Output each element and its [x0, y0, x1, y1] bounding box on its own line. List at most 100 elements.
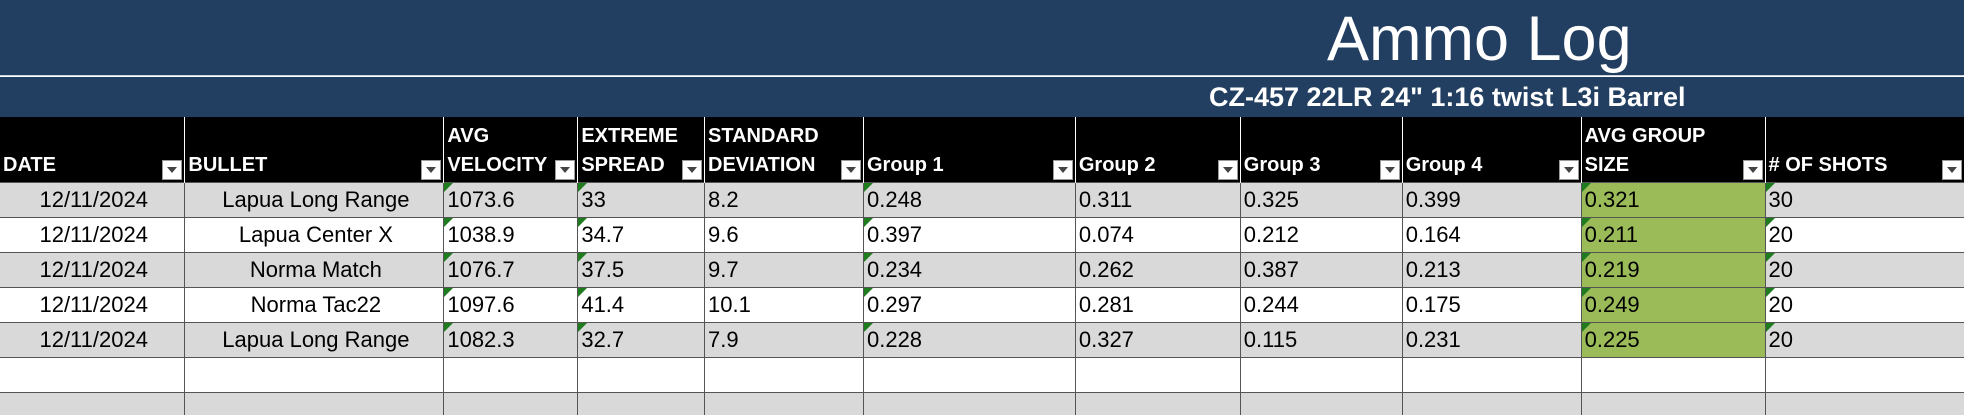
- empty-cell[interactable]: [1074, 357, 1241, 393]
- empty-cell[interactable]: [704, 357, 864, 393]
- cell-group-3[interactable]: 0.244: [1239, 287, 1403, 323]
- sheet-title[interactable]: Ammo Log: [1327, 4, 1632, 74]
- cell-group-3[interactable]: 0.387: [1239, 252, 1403, 288]
- cell-avg-group-size[interactable]: 0.211: [1580, 217, 1766, 253]
- cell-standard-deviation[interactable]: 7.9: [704, 322, 864, 358]
- empty-cell[interactable]: [184, 392, 444, 415]
- cell-date[interactable]: 12/11/2024: [0, 217, 185, 253]
- cell-number-of-shots[interactable]: 20: [1764, 252, 1964, 288]
- col-header-number-of-shots[interactable]: # OF SHOTS: [1764, 117, 1964, 182]
- col-header-date[interactable]: DATE: [0, 117, 185, 182]
- empty-cell[interactable]: [577, 392, 705, 415]
- filter-dropdown-icon[interactable]: [1558, 159, 1579, 180]
- cell-group-1[interactable]: 0.297: [862, 287, 1076, 323]
- cell-bullet[interactable]: Lapua Center X: [184, 217, 444, 253]
- col-header-standard-deviation[interactable]: STANDARD DEVIATION: [704, 117, 864, 182]
- cell-bullet[interactable]: Norma Match: [184, 252, 444, 288]
- cell-group-2[interactable]: 0.281: [1074, 287, 1241, 323]
- cell-extreme-spread[interactable]: 33: [577, 181, 705, 218]
- cell-avg-group-size[interactable]: 0.225: [1580, 322, 1766, 358]
- col-header-bullet[interactable]: BULLET: [184, 117, 444, 182]
- cell-avg-group-size[interactable]: 0.321: [1580, 181, 1766, 218]
- empty-cell[interactable]: [1239, 392, 1403, 415]
- cell-group-1[interactable]: 0.228: [862, 322, 1076, 358]
- cell-group-2[interactable]: 0.311: [1074, 181, 1241, 218]
- filter-dropdown-icon[interactable]: [1379, 159, 1400, 180]
- col-header-group-3[interactable]: Group 3: [1239, 117, 1403, 182]
- cell-group-1[interactable]: 0.234: [862, 252, 1076, 288]
- empty-cell[interactable]: [0, 392, 185, 415]
- col-header-extreme-spread[interactable]: EXTREME SPREAD: [577, 117, 705, 182]
- empty-cell[interactable]: [1074, 392, 1241, 415]
- cell-group-2[interactable]: 0.262: [1074, 252, 1241, 288]
- cell-avg-velocity[interactable]: 1097.6: [443, 287, 578, 323]
- empty-cell[interactable]: [1401, 392, 1582, 415]
- empty-cell[interactable]: [862, 357, 1076, 393]
- cell-avg-velocity[interactable]: 1073.6: [443, 181, 578, 218]
- cell-group-3[interactable]: 0.115: [1239, 322, 1403, 358]
- cell-extreme-spread[interactable]: 41.4: [577, 287, 705, 323]
- cell-date[interactable]: 12/11/2024: [0, 322, 185, 358]
- filter-dropdown-icon[interactable]: [421, 159, 442, 180]
- cell-bullet[interactable]: Lapua Long Range: [184, 322, 444, 358]
- cell-number-of-shots[interactable]: 30: [1764, 181, 1964, 218]
- cell-bullet[interactable]: Lapua Long Range: [184, 181, 444, 218]
- cell-group-2[interactable]: 0.327: [1074, 322, 1241, 358]
- cell-avg-velocity[interactable]: 1082.3: [443, 322, 578, 358]
- empty-cell[interactable]: [577, 357, 705, 393]
- filter-dropdown-icon[interactable]: [1942, 159, 1962, 180]
- filter-dropdown-icon[interactable]: [840, 159, 861, 180]
- filter-dropdown-icon[interactable]: [1052, 159, 1073, 180]
- empty-cell[interactable]: [704, 392, 864, 415]
- filter-dropdown-icon[interactable]: [162, 159, 183, 180]
- empty-cell[interactable]: [1401, 357, 1582, 393]
- cell-standard-deviation[interactable]: 10.1: [704, 287, 864, 323]
- cell-bullet[interactable]: Norma Tac22: [184, 287, 444, 323]
- col-header-avg-group-size[interactable]: AVG GROUP SIZE: [1580, 117, 1766, 182]
- empty-cell[interactable]: [1580, 357, 1766, 393]
- sheet-subtitle[interactable]: CZ-457 22LR 24" 1:16 twist L3i Barrel: [1209, 82, 1686, 112]
- col-header-avg-velocity[interactable]: AVG VELOCITY: [443, 117, 578, 182]
- empty-cell[interactable]: [184, 357, 444, 393]
- cell-number-of-shots[interactable]: 20: [1764, 287, 1964, 323]
- col-header-group-1[interactable]: Group 1: [862, 117, 1076, 182]
- cell-avg-velocity[interactable]: 1038.9: [443, 217, 578, 253]
- cell-date[interactable]: 12/11/2024: [0, 181, 185, 218]
- cell-avg-group-size[interactable]: 0.249: [1580, 287, 1766, 323]
- col-header-group-2[interactable]: Group 2: [1074, 117, 1241, 182]
- filter-dropdown-icon[interactable]: [1742, 159, 1763, 180]
- filter-dropdown-icon[interactable]: [555, 159, 576, 180]
- empty-cell[interactable]: [1764, 357, 1964, 393]
- cell-group-4[interactable]: 0.399: [1401, 181, 1582, 218]
- cell-date[interactable]: 12/11/2024: [0, 287, 185, 323]
- cell-number-of-shots[interactable]: 20: [1764, 322, 1964, 358]
- empty-cell[interactable]: [1580, 392, 1766, 415]
- cell-standard-deviation[interactable]: 9.7: [704, 252, 864, 288]
- cell-standard-deviation[interactable]: 8.2: [704, 181, 864, 218]
- empty-cell[interactable]: [862, 392, 1076, 415]
- cell-standard-deviation[interactable]: 9.6: [704, 217, 864, 253]
- cell-avg-velocity[interactable]: 1076.7: [443, 252, 578, 288]
- empty-cell[interactable]: [1239, 357, 1403, 393]
- empty-cell[interactable]: [0, 357, 185, 393]
- cell-group-4[interactable]: 0.213: [1401, 252, 1582, 288]
- cell-group-2[interactable]: 0.074: [1074, 217, 1241, 253]
- empty-cell[interactable]: [443, 357, 578, 393]
- filter-dropdown-icon[interactable]: [1217, 159, 1238, 180]
- cell-avg-group-size[interactable]: 0.219: [1580, 252, 1766, 288]
- cell-group-1[interactable]: 0.248: [862, 181, 1076, 218]
- cell-group-4[interactable]: 0.175: [1401, 287, 1582, 323]
- cell-extreme-spread[interactable]: 34.7: [577, 217, 705, 253]
- filter-dropdown-icon[interactable]: [682, 159, 703, 180]
- col-header-group-4[interactable]: Group 4: [1401, 117, 1582, 182]
- cell-group-1[interactable]: 0.397: [862, 217, 1076, 253]
- cell-date[interactable]: 12/11/2024: [0, 252, 185, 288]
- cell-extreme-spread[interactable]: 37.5: [577, 252, 705, 288]
- cell-number-of-shots[interactable]: 20: [1764, 217, 1964, 253]
- cell-group-3[interactable]: 0.212: [1239, 217, 1403, 253]
- empty-cell[interactable]: [1764, 392, 1964, 415]
- cell-extreme-spread[interactable]: 32.7: [577, 322, 705, 358]
- cell-group-4[interactable]: 0.231: [1401, 322, 1582, 358]
- cell-group-4[interactable]: 0.164: [1401, 217, 1582, 253]
- empty-cell[interactable]: [443, 392, 578, 415]
